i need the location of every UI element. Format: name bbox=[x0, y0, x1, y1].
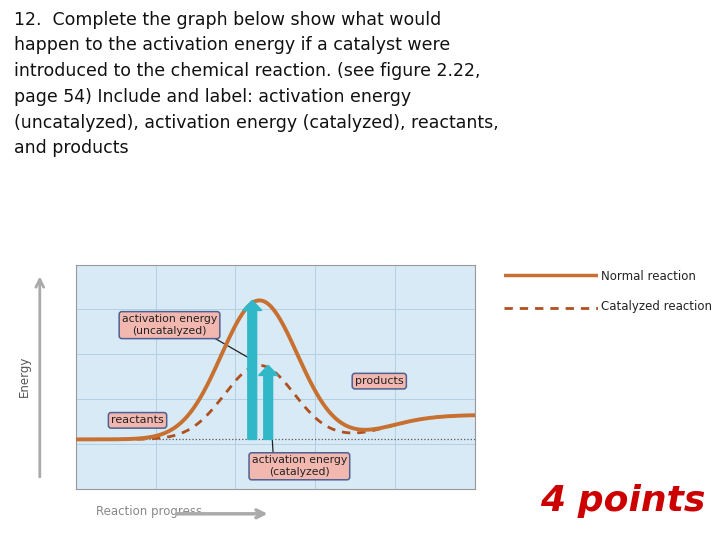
Text: products: products bbox=[355, 376, 404, 386]
Text: 4 points: 4 points bbox=[540, 484, 706, 518]
Text: activation energy
(uncatalyzed): activation energy (uncatalyzed) bbox=[122, 314, 217, 336]
Text: Energy: Energy bbox=[17, 356, 30, 397]
Text: Reaction progress: Reaction progress bbox=[96, 505, 202, 518]
Text: Normal reaction: Normal reaction bbox=[601, 270, 696, 283]
Text: reactants: reactants bbox=[111, 415, 164, 426]
FancyArrow shape bbox=[258, 366, 278, 440]
Text: Catalyzed reaction: Catalyzed reaction bbox=[601, 300, 712, 313]
Text: 12.  Complete the graph below show what would
happen to the activation energy if: 12. Complete the graph below show what w… bbox=[14, 11, 499, 157]
Text: activation energy
(catalyzed): activation energy (catalyzed) bbox=[252, 456, 347, 477]
FancyArrow shape bbox=[243, 300, 262, 440]
